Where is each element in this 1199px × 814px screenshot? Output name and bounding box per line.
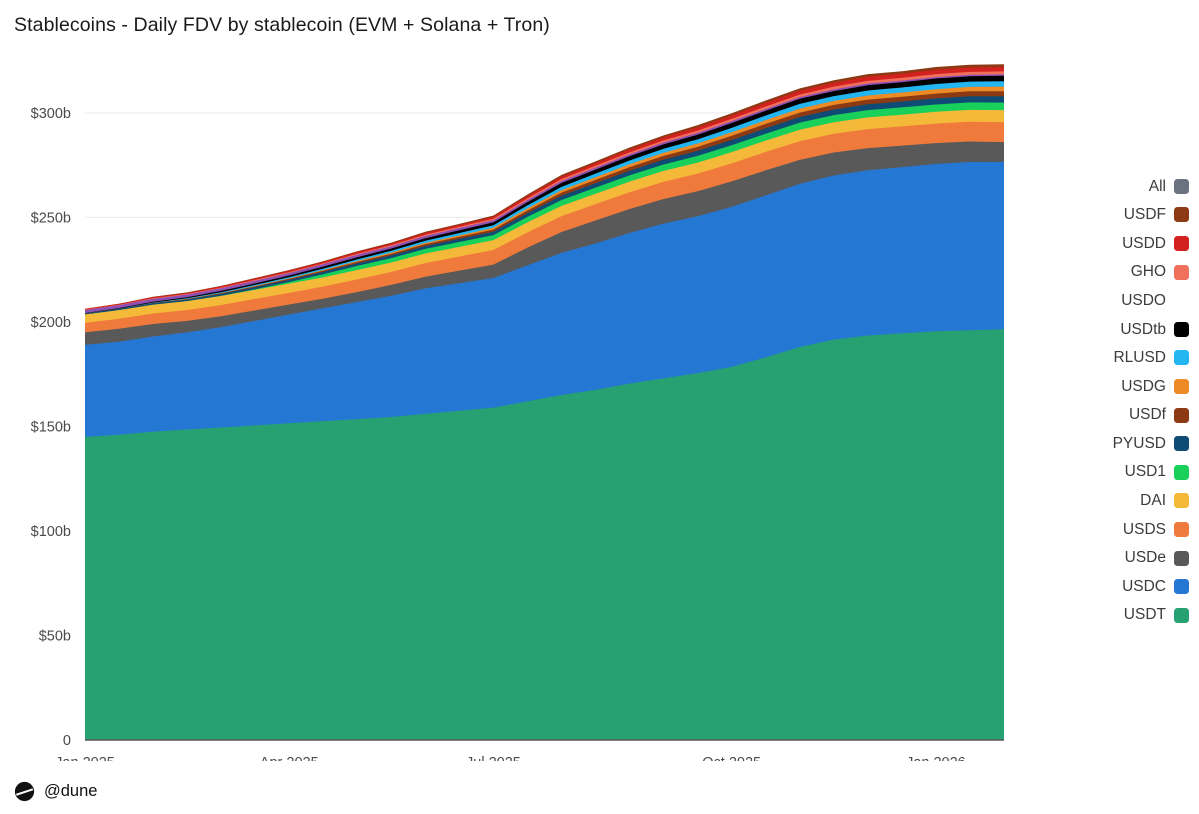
x-axis-tick-label: Jan 2025 xyxy=(55,755,115,761)
legend-item-label: USDtb xyxy=(1120,320,1166,338)
legend-item-usdt[interactable]: USDT xyxy=(1124,601,1189,630)
legend-item-label: USDG xyxy=(1121,377,1166,395)
area-series-group xyxy=(85,64,1004,741)
legend-color-swatch xyxy=(1174,378,1189,394)
y-axis-tick-label: $300b xyxy=(31,106,71,122)
legend-item-usd1[interactable]: USD1 xyxy=(1125,458,1189,487)
legend-item-usdc[interactable]: USDC xyxy=(1122,572,1189,601)
legend-item-label: All xyxy=(1148,177,1166,195)
legend-item-pyusd[interactable]: PYUSD xyxy=(1113,429,1189,458)
legend-item-dai[interactable]: DAI xyxy=(1140,487,1189,516)
legend-color-swatch xyxy=(1174,235,1189,251)
legend-item-usde[interactable]: USDe xyxy=(1125,544,1189,573)
legend-item-usds[interactable]: USDS xyxy=(1123,515,1189,544)
legend-color-swatch xyxy=(1174,207,1189,223)
y-axis-tick-label: $100b xyxy=(31,524,71,540)
legend-item-label: USDC xyxy=(1122,577,1166,595)
legend-item-usdf[interactable]: USDf xyxy=(1129,401,1189,430)
legend-item-label: USDe xyxy=(1124,549,1166,567)
legend-color-swatch xyxy=(1174,350,1189,366)
legend-color-swatch xyxy=(1174,407,1189,423)
legend-item-gho[interactable]: GHO xyxy=(1131,258,1189,287)
legend-item-label: GHO xyxy=(1130,263,1166,281)
dune-handle-label: @dune xyxy=(44,782,98,800)
legend-item-label: RLUSD xyxy=(1113,349,1166,367)
legend-item-label: USDD xyxy=(1122,234,1166,252)
x-axis-tick-label: Jul 2025 xyxy=(466,755,521,761)
legend-color-swatch xyxy=(1174,493,1189,509)
y-axis-tick-label: $50b xyxy=(39,628,71,644)
dune-logo-icon xyxy=(14,781,35,802)
legend-item-usdd[interactable]: USDD xyxy=(1122,229,1189,258)
legend-item-label: USDO xyxy=(1121,291,1166,309)
x-axis-tick-label: Oct 2025 xyxy=(702,755,761,761)
legend-color-swatch xyxy=(1174,178,1189,194)
legend-color-swatch xyxy=(1174,321,1189,337)
legend-item-usdtb[interactable]: USDtb xyxy=(1120,315,1189,344)
y-axis-tick-label: $200b xyxy=(31,315,71,331)
legend-color-swatch xyxy=(1174,293,1189,308)
legend-color-swatch xyxy=(1174,550,1189,566)
legend-item-label: DAI xyxy=(1140,492,1166,510)
legend-item-label: USDF xyxy=(1123,206,1166,224)
x-axis-tick-labels: Jan 2025 Apr 2025 Jul 2025 Oct 2025 Jan 2026 xyxy=(55,755,966,761)
y-axis-tick-label: 0 xyxy=(63,733,71,749)
legend-color-swatch xyxy=(1174,464,1189,480)
x-axis-tick-label: Jan 2026 xyxy=(906,755,966,761)
legend-color-swatch xyxy=(1174,579,1189,595)
area-series-usdt[interactable] xyxy=(85,329,1004,740)
legend-item-label: USDS xyxy=(1122,520,1166,538)
legend-item-label: USD1 xyxy=(1124,463,1166,481)
legend-item-usdg[interactable]: USDG xyxy=(1121,372,1189,401)
legend-item-usdf[interactable]: USDF xyxy=(1124,201,1189,230)
stacked-area-chart[interactable]: 0 $50b $100b $150b $200b $250b $300b Jan 2025 Ap… xyxy=(0,46,1060,761)
legend-item-label: PYUSD xyxy=(1112,434,1166,452)
legend-item-label: USDT xyxy=(1123,606,1166,624)
chart-legend[interactable]: All USDF USDD GHO USDO USDtb RLUSD USDG USDf PYUS… xyxy=(1057,172,1189,630)
legend-color-swatch xyxy=(1174,264,1189,280)
legend-item-rlusd[interactable]: RLUSD xyxy=(1113,344,1189,373)
page-title: Stablecoins - Daily FDV by stablecoin (E… xyxy=(14,14,550,36)
chart-footer: @dune xyxy=(14,781,97,802)
legend-color-swatch xyxy=(1174,436,1189,452)
legend-item-all[interactable]: All xyxy=(1149,172,1189,201)
legend-color-swatch xyxy=(1174,607,1189,623)
legend-item-usdo[interactable]: USDO xyxy=(1121,286,1189,315)
y-axis-tick-label: $250b xyxy=(31,210,71,226)
chart-plot-area[interactable]: 0 $50b $100b $150b $200b $250b $300b Jan 2025 Ap… xyxy=(0,46,1060,761)
legend-color-swatch xyxy=(1174,521,1189,537)
x-axis-tick-label: Apr 2025 xyxy=(260,755,319,761)
legend-item-label: USDf xyxy=(1128,406,1166,424)
y-axis-tick-label: $150b xyxy=(31,419,71,435)
